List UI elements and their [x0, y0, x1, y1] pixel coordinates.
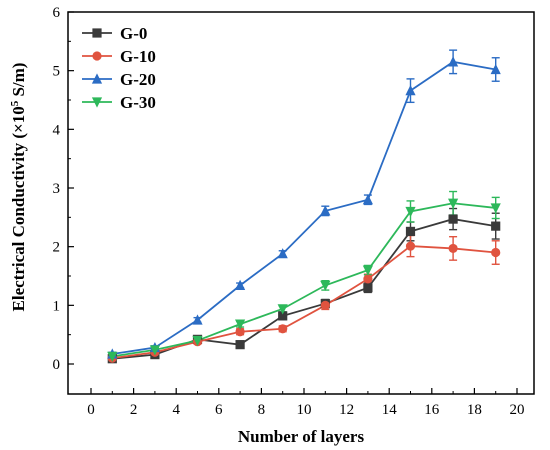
y-tick-label: 4: [53, 122, 61, 138]
y-axis-title-unit: S/m): [9, 63, 28, 101]
data-point-g-10: [235, 327, 245, 337]
x-tick-label: 10: [297, 402, 312, 418]
data-point-g-30: [362, 265, 373, 276]
legend-item-g-10: G-10: [82, 47, 156, 66]
data-point-g-20: [362, 194, 373, 205]
y-axis-title-main: Electrical Conductivity (×10: [9, 106, 28, 311]
data-point-g-10: [363, 274, 373, 284]
x-tick-label: 6: [215, 402, 223, 418]
series-lines: [112, 60, 496, 360]
data-point-g-0: [363, 283, 373, 293]
series-line-g-20: [112, 60, 496, 355]
y-tick-label: 6: [53, 5, 61, 21]
data-point-g-30: [490, 203, 501, 214]
legend-marker: [91, 73, 103, 84]
legend-label: G-30: [120, 93, 156, 112]
x-tick-label: 0: [87, 402, 95, 418]
plot-frame: [67, 11, 535, 395]
y-tick-label: 3: [53, 181, 61, 197]
data-point-g-20: [490, 63, 501, 75]
legend-marker: [91, 97, 103, 108]
series-line-g-30: [112, 202, 496, 358]
data-point-g-10: [448, 243, 458, 254]
legend: G-0 G-10 G-20 G-30: [82, 24, 156, 112]
series-markers: [107, 56, 501, 364]
legend-marker: [92, 51, 102, 61]
x-tick-label: 12: [339, 402, 354, 418]
y-tick-label: 1: [53, 298, 61, 314]
data-point-g-10: [491, 247, 501, 258]
data-point-g-30: [235, 319, 246, 330]
y-tick-label: 2: [53, 240, 61, 256]
y-tick-label: 5: [53, 64, 61, 80]
data-point-g-20: [448, 56, 459, 67]
data-point-g-20: [320, 205, 331, 216]
data-point-g-20: [405, 85, 416, 96]
legend-label: G-20: [120, 70, 156, 89]
x-tick-label: 20: [510, 402, 525, 418]
x-tick-label: 4: [172, 402, 180, 418]
legend-marker: [92, 28, 102, 38]
data-point-g-0: [278, 311, 288, 321]
y-tick-label: 0: [53, 357, 61, 373]
series-line-g-10: [112, 245, 496, 360]
data-point-g-0: [448, 214, 458, 224]
legend-item-g-20: G-20: [82, 70, 156, 89]
data-point-g-0: [491, 221, 501, 231]
data-point-g-30: [320, 280, 331, 291]
legend-label: G-0: [120, 24, 147, 43]
legend-item-g-0: G-0: [82, 24, 147, 43]
x-tick-label: 8: [258, 402, 266, 418]
legend-label: G-10: [120, 47, 156, 66]
data-point-g-30: [107, 351, 118, 362]
x-tick-label: 16: [424, 402, 440, 418]
y-axis-title-exponent: 5: [9, 100, 21, 106]
data-point-g-20: [192, 314, 203, 325]
legend-item-g-30: G-30: [82, 93, 156, 112]
data-point-g-30: [192, 335, 203, 347]
x-tick-label: 18: [467, 402, 482, 418]
x-tick-label: 2: [130, 402, 138, 418]
data-point-g-30: [277, 304, 288, 315]
data-point-g-20: [277, 248, 288, 259]
x-axis-title: Number of layers: [238, 427, 365, 446]
data-point-g-30: [149, 345, 160, 356]
data-point-g-0: [405, 226, 416, 237]
y-axis-title: Electrical Conductivity (×105 S/m): [9, 63, 28, 312]
data-point-g-10: [320, 300, 330, 310]
data-point-g-10: [405, 241, 416, 251]
x-tick-label: 14: [382, 402, 398, 418]
data-point-g-20: [235, 279, 246, 290]
data-point-g-30: [405, 206, 416, 218]
data-point-g-10: [278, 324, 288, 334]
data-point-g-0: [235, 340, 245, 350]
data-point-g-30: [448, 198, 459, 209]
